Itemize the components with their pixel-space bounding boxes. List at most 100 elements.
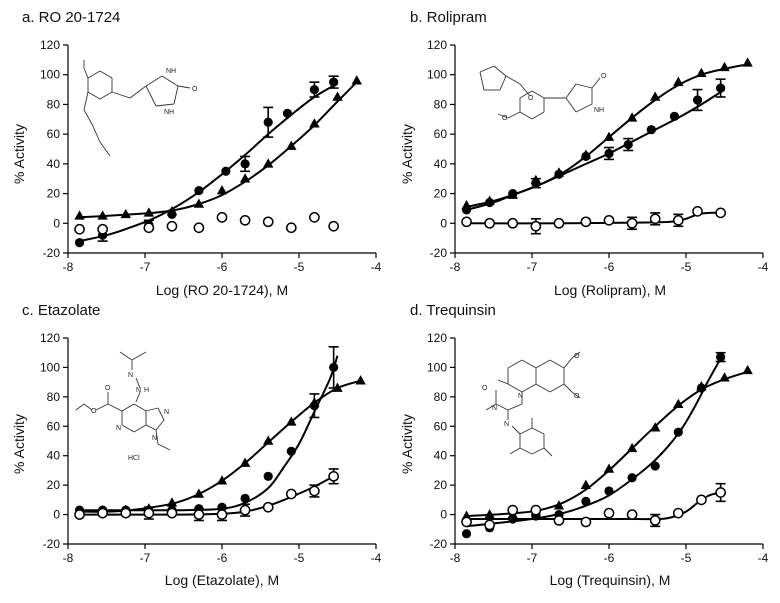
open-circle-marker bbox=[328, 220, 339, 232]
panel-b-structure-label: O bbox=[601, 73, 607, 80]
panel-a-structure-label: O bbox=[192, 86, 198, 93]
y-tick-label: 0 bbox=[440, 216, 447, 230]
filled-triangle-marker bbox=[484, 509, 495, 519]
open-circle-marker bbox=[97, 507, 109, 519]
open-circle-marker bbox=[672, 507, 684, 519]
y-tick-label: 40 bbox=[434, 157, 448, 171]
x-tick-label: -8 bbox=[63, 551, 74, 565]
panel-a-markers bbox=[74, 75, 362, 248]
filled-circle-marker bbox=[329, 362, 339, 373]
panel-c-structure-label: O bbox=[105, 385, 111, 392]
open-circle-marker bbox=[715, 487, 727, 498]
panel-b-fit-curves bbox=[466, 63, 748, 225]
y-tick-label: 120 bbox=[427, 331, 447, 345]
open-circle-marker bbox=[672, 214, 684, 226]
filled-circle-marker bbox=[669, 111, 680, 121]
panel-c-structure-label: N bbox=[136, 387, 141, 394]
y-tick-label: -20 bbox=[43, 537, 61, 551]
x-tick-label: -7 bbox=[140, 260, 151, 274]
panel-b-ticks: -8 -7 -6 -5 -4 -20 0 20 40 60 80 100 120 bbox=[427, 38, 769, 274]
filled-circle-marker bbox=[673, 427, 683, 437]
filled-circle-marker bbox=[604, 486, 614, 496]
panel-b-markers bbox=[461, 57, 753, 235]
panel-c-markers bbox=[74, 346, 366, 522]
y-tick-label: 40 bbox=[47, 157, 61, 171]
panel-b: b. Rolipram % Activity Log (Rolipram), M… bbox=[399, 9, 769, 298]
x-tick-label: -6 bbox=[604, 260, 615, 274]
open-circle-marker bbox=[649, 515, 661, 526]
panel-c-structure-label: N bbox=[128, 372, 133, 379]
x-tick-label: -5 bbox=[681, 260, 692, 274]
filled-triangle-marker bbox=[626, 112, 638, 122]
open-circle-marker bbox=[580, 216, 592, 228]
open-circle-marker bbox=[626, 217, 638, 229]
open-circle-marker bbox=[74, 223, 85, 235]
open-circle-marker bbox=[580, 516, 592, 528]
filled-triangle-marker bbox=[484, 195, 495, 205]
panel-b-structure-label: O bbox=[502, 115, 508, 122]
y-tick-label: 100 bbox=[40, 68, 60, 82]
panel-b-structure: O O O NH bbox=[479, 65, 607, 122]
y-tick-label: 60 bbox=[47, 127, 61, 141]
filled-circle-marker bbox=[627, 473, 637, 483]
x-tick-label: -6 bbox=[604, 551, 615, 565]
y-tick-label: -20 bbox=[430, 246, 448, 260]
x-tick-label: -6 bbox=[217, 260, 228, 274]
filled-circle-marker bbox=[74, 238, 85, 248]
panel-c-structure-label: HCl bbox=[128, 455, 140, 462]
open-circle-marker bbox=[553, 515, 565, 526]
open-circle-marker bbox=[553, 217, 565, 229]
panel-a-x-axis-title: Log (RO 20-1724), M bbox=[156, 282, 288, 298]
filled-triangle-marker bbox=[120, 208, 131, 219]
y-tick-label: 60 bbox=[47, 419, 61, 433]
panel-c-y-axis-title: % Activity bbox=[11, 414, 27, 474]
filled-triangle-marker bbox=[626, 442, 638, 453]
y-tick-label: 0 bbox=[440, 508, 447, 522]
panel-c-structure-label: N bbox=[164, 409, 169, 416]
filled-triangle-marker bbox=[603, 131, 615, 141]
y-tick-label: 60 bbox=[434, 127, 448, 141]
open-circle-marker bbox=[143, 222, 155, 234]
open-circle-marker bbox=[507, 217, 519, 229]
panel-b-x-axis-title: Log (Rolipram), M bbox=[554, 282, 666, 298]
open-circle-marker bbox=[309, 211, 320, 223]
y-tick-label: 120 bbox=[40, 331, 60, 345]
open-circle-marker bbox=[692, 206, 703, 217]
filled-triangle-marker bbox=[193, 198, 205, 208]
panel-b-structure-label: NH bbox=[594, 107, 604, 114]
y-tick-label: 20 bbox=[434, 187, 448, 201]
filled-circle-marker bbox=[650, 461, 660, 471]
filled-triangle-marker bbox=[507, 189, 518, 199]
open-circle-marker bbox=[649, 213, 661, 225]
filled-circle-marker bbox=[581, 496, 591, 506]
y-tick-label: 100 bbox=[427, 360, 447, 374]
panel-c-structure-label: H bbox=[144, 387, 149, 394]
open-circle-marker bbox=[239, 504, 251, 516]
filled-circle-marker bbox=[286, 446, 296, 456]
panel-a-structure-label: NH bbox=[166, 68, 176, 75]
y-tick-label: 20 bbox=[434, 478, 448, 492]
filled-triangle-marker bbox=[673, 398, 684, 409]
open-circle-marker bbox=[285, 488, 297, 500]
filled-circle-marker bbox=[604, 148, 614, 159]
panel-c: c. Etazolate % Activity Log (Etazolate),… bbox=[11, 302, 382, 588]
filled-triangle-marker bbox=[332, 91, 343, 101]
y-tick-label: 120 bbox=[40, 38, 60, 52]
x-tick-label: -4 bbox=[371, 260, 382, 274]
panel-d-title: d. Trequinsin bbox=[410, 302, 496, 319]
open-circle-marker bbox=[262, 216, 274, 228]
x-tick-label: -4 bbox=[758, 551, 769, 565]
filled-triangle-marker bbox=[603, 463, 615, 473]
filled-triangle-marker bbox=[166, 205, 178, 216]
filled-triangle-marker bbox=[696, 67, 707, 78]
open-circle-marker bbox=[530, 504, 542, 516]
open-circle-marker bbox=[143, 507, 155, 519]
x-tick-label: -5 bbox=[681, 551, 692, 565]
y-tick-label: 120 bbox=[427, 38, 447, 52]
panel-c-title: c. Etazolate bbox=[22, 302, 100, 319]
x-tick-label: -8 bbox=[63, 260, 74, 274]
open-circle-marker bbox=[239, 214, 251, 226]
panel-d-structure-label: N bbox=[518, 393, 523, 400]
filled-triangle-marker bbox=[97, 210, 108, 220]
